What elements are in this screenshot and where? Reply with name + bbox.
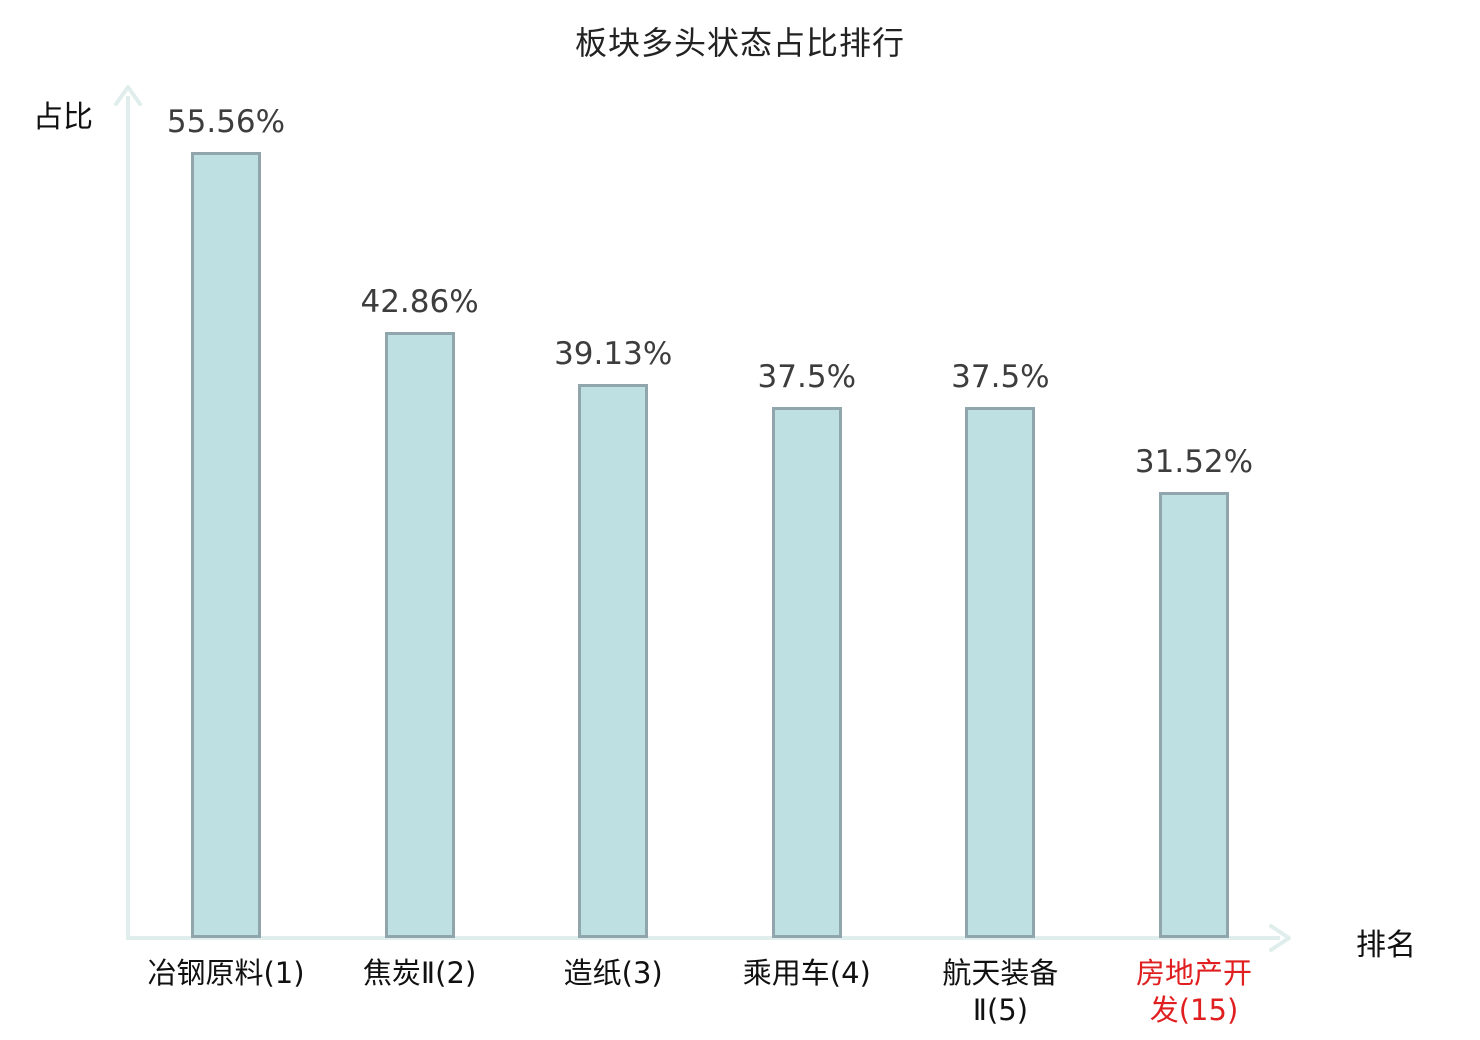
bar xyxy=(578,384,649,938)
bar-category-label: 房地产开 发(15) xyxy=(1135,956,1252,1027)
bar-category-label: 焦炭Ⅱ(2) xyxy=(362,956,477,990)
bar-category-label: 造纸(3) xyxy=(563,956,663,990)
bar xyxy=(965,407,1036,938)
y-axis-label: 占比 xyxy=(33,100,93,135)
bar-value-label: 42.86% xyxy=(360,283,479,320)
chart-title: 板块多头状态占比排行 xyxy=(574,24,905,62)
x-axis-arrow-icon xyxy=(1269,924,1291,952)
bar-value-label: 37.5% xyxy=(757,359,857,396)
bar-category-label: 乘用车(4) xyxy=(742,956,871,990)
bar xyxy=(384,331,455,938)
bar-category-label: 冶钢原料(1) xyxy=(147,956,305,990)
bar-value-label: 39.13% xyxy=(554,336,673,373)
y-axis-arrow-icon xyxy=(114,85,142,106)
bar-category-label: 航天装备 Ⅱ(5) xyxy=(942,956,1059,1027)
x-axis-label: 排名 xyxy=(1356,928,1416,963)
bar xyxy=(771,407,842,938)
bar xyxy=(1159,492,1229,938)
bar-value-label: 31.52% xyxy=(1134,444,1254,480)
bar xyxy=(191,151,261,938)
bar-value-label: 55.56% xyxy=(166,103,286,140)
bar-value-label: 37.5% xyxy=(951,359,1050,396)
